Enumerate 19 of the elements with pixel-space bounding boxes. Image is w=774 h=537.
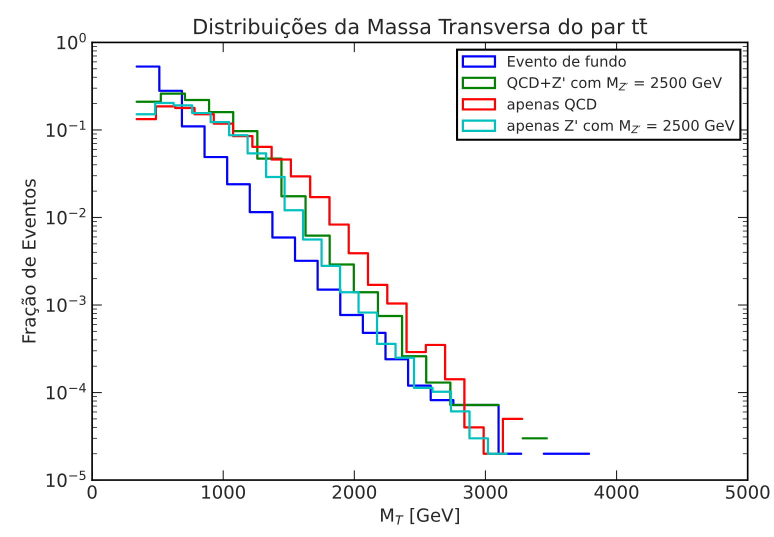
y-tick-label: 10$^{−3}$ — [46, 295, 86, 312]
y-tick-label: 10$^{−2}$ — [46, 208, 86, 224]
y-tick-label: 10$^{0}$ — [57, 32, 86, 50]
x-tick-label: 3000 — [464, 485, 508, 499]
y-tick-label: 10$^{−5}$ — [46, 470, 86, 488]
legend-label: apenas Z' com M$_{Z′}$ = 2500 GeV — [507, 120, 734, 134]
y-axis-title: Fração de Eventos — [21, 179, 39, 342]
y-tick-label: 10$^{−4}$ — [46, 383, 86, 400]
x-tick-label: 5000 — [726, 485, 770, 499]
chart-title: Distribuições da Massa Transversa do par tt̄ — [194, 18, 648, 38]
x-tick-label: 4000 — [594, 485, 638, 499]
legend-label: QCD+Z' com M$_{Z′}$ = 2500 GeV — [507, 77, 722, 90]
legend-label: apenas QCD — [507, 98, 596, 112]
x-tick-label: 0 — [88, 485, 97, 499]
y-tick-label: 10$^{−1}$ — [46, 120, 86, 137]
legend-label: Evento de fundo — [508, 56, 626, 67]
x-tick-label: 2000 — [332, 485, 376, 499]
x-tick-label: 1000 — [202, 485, 245, 499]
x-axis-title: M$_{T}$ [GeV] — [381, 508, 459, 525]
